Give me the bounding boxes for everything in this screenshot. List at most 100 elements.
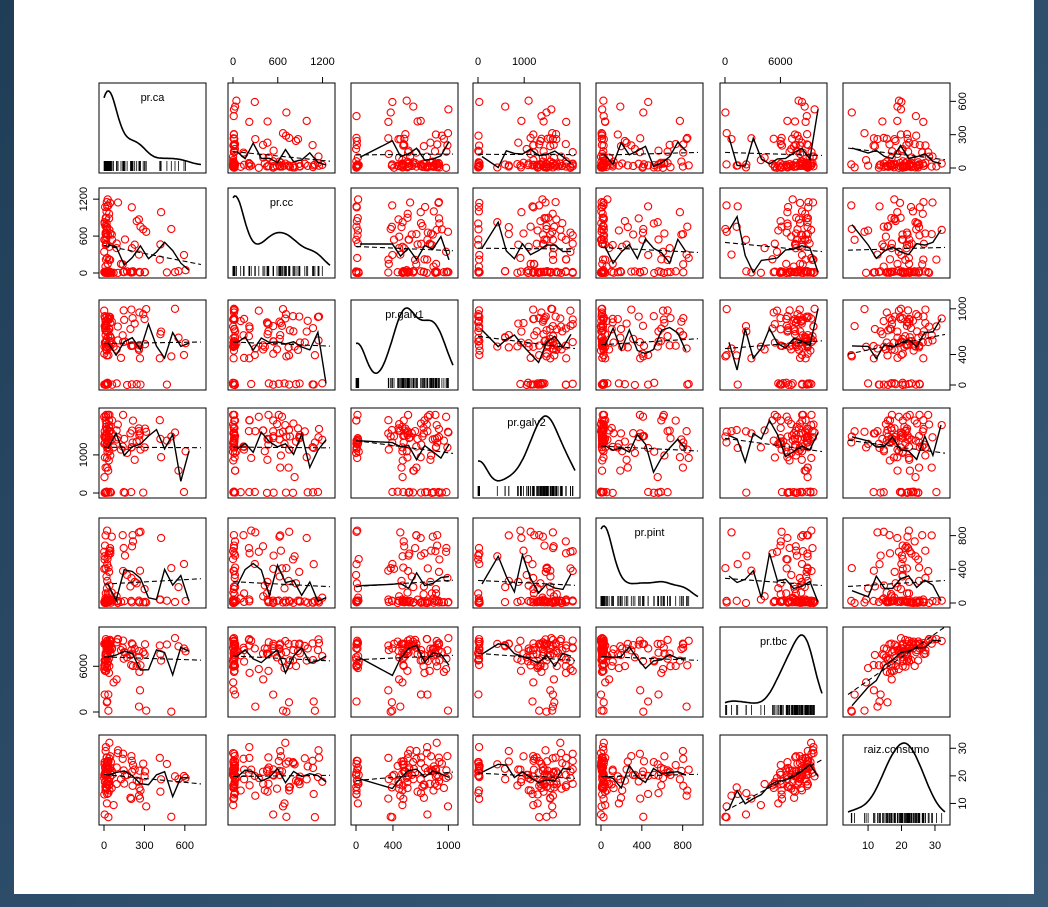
data-point — [657, 781, 666, 790]
data-point — [353, 756, 362, 766]
data-point — [609, 338, 618, 347]
data-point — [254, 163, 263, 172]
panel-pr.tbc-vs-pr.galv1 — [350, 626, 459, 718]
data-point — [850, 235, 859, 244]
data-point — [437, 225, 447, 234]
data-point — [635, 749, 645, 758]
data-point — [788, 379, 797, 388]
data-point — [229, 422, 238, 432]
data-point — [547, 772, 556, 781]
data-point — [522, 570, 531, 580]
data-point — [797, 765, 806, 774]
data-point — [902, 140, 911, 150]
data-point — [643, 202, 653, 211]
data-point — [538, 532, 548, 541]
data-point — [596, 810, 606, 819]
data-point — [543, 134, 552, 143]
data-point — [678, 162, 688, 171]
data-point — [905, 455, 914, 464]
data-point — [905, 235, 914, 244]
data-point — [536, 267, 545, 277]
data-point — [535, 140, 544, 149]
data-point — [783, 488, 793, 497]
data-point — [658, 664, 668, 674]
data-point — [897, 559, 906, 569]
data-point — [618, 447, 627, 456]
data-point — [426, 451, 436, 460]
data-point — [561, 549, 571, 558]
panel-frame — [719, 407, 828, 499]
data-point — [644, 487, 653, 497]
data-point — [540, 541, 549, 550]
data-point — [384, 134, 393, 143]
panel-frame — [227, 187, 336, 279]
data-point — [798, 547, 808, 556]
data-point — [105, 325, 114, 334]
data-point — [229, 654, 238, 663]
data-point — [229, 111, 238, 121]
data-point — [519, 158, 528, 167]
data-point — [660, 318, 669, 328]
data-point — [760, 243, 769, 253]
data-point — [785, 159, 794, 169]
data-point — [898, 432, 907, 441]
data-point — [798, 756, 807, 766]
panel-frame — [227, 82, 336, 174]
data-point — [431, 410, 440, 420]
data-point — [654, 327, 663, 336]
data-point — [896, 267, 906, 277]
data-point — [245, 162, 254, 171]
linear-fit-line — [847, 439, 946, 454]
data-point — [228, 554, 238, 564]
data-point — [787, 232, 796, 241]
data-point — [434, 487, 443, 497]
data-point — [474, 235, 483, 244]
data-point — [561, 537, 570, 546]
data-point — [269, 810, 278, 819]
data-point — [568, 148, 577, 157]
data-point — [426, 546, 436, 555]
data-point — [562, 255, 571, 264]
data-point — [921, 546, 930, 555]
data-point — [513, 268, 522, 277]
data-point — [155, 641, 164, 650]
smoother-line — [728, 553, 819, 603]
data-point — [535, 160, 544, 169]
data-point — [568, 239, 577, 248]
data-point — [100, 541, 110, 550]
data-point — [797, 455, 806, 464]
data-point — [548, 227, 557, 236]
data-point — [548, 129, 557, 138]
data-point — [566, 306, 575, 315]
data-point — [654, 788, 663, 798]
data-point — [245, 781, 254, 790]
smoother-line — [851, 144, 942, 165]
data-point — [902, 130, 912, 139]
data-point — [760, 779, 769, 789]
data-point — [289, 327, 298, 336]
data-point — [388, 813, 397, 822]
data-point — [791, 451, 801, 460]
data-point — [247, 379, 256, 389]
data-point — [474, 306, 484, 315]
data-point — [902, 564, 912, 573]
data-point — [807, 379, 816, 389]
data-point — [540, 765, 549, 774]
panel-pr.pint-vs-pr.galv2 — [472, 517, 581, 609]
data-point — [276, 752, 286, 761]
data-point — [928, 336, 937, 345]
data-point — [663, 488, 672, 497]
data-point — [439, 268, 449, 277]
data-point — [885, 159, 894, 169]
data-point — [384, 117, 393, 127]
data-point — [136, 380, 145, 389]
data-point — [682, 250, 691, 259]
data-point — [417, 239, 426, 248]
data-point — [179, 250, 189, 260]
data-point — [636, 794, 645, 803]
data-point — [310, 160, 320, 169]
data-point — [272, 419, 282, 429]
data-point — [474, 268, 484, 277]
data-point — [422, 268, 431, 278]
data-point — [352, 597, 361, 607]
